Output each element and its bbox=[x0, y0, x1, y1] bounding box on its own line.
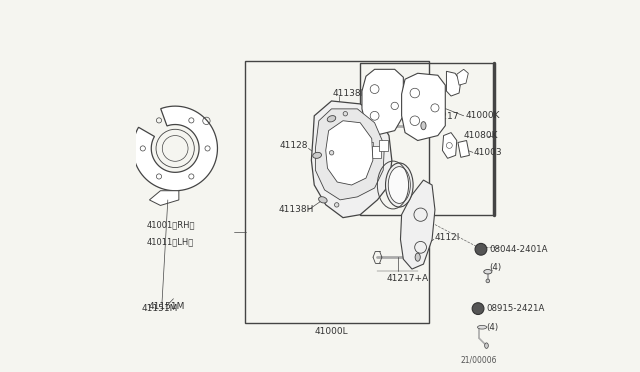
Polygon shape bbox=[402, 73, 445, 141]
Ellipse shape bbox=[415, 253, 420, 261]
Polygon shape bbox=[326, 121, 373, 185]
Polygon shape bbox=[379, 140, 388, 151]
Polygon shape bbox=[401, 180, 435, 269]
Text: B: B bbox=[478, 246, 484, 252]
Text: (4): (4) bbox=[489, 263, 501, 272]
Ellipse shape bbox=[484, 270, 492, 274]
Polygon shape bbox=[362, 69, 403, 135]
Text: 41011〈LH〉: 41011〈LH〉 bbox=[147, 237, 194, 246]
Ellipse shape bbox=[385, 163, 413, 207]
Polygon shape bbox=[457, 69, 468, 85]
Text: 41138H: 41138H bbox=[333, 89, 368, 97]
Ellipse shape bbox=[477, 326, 486, 329]
Ellipse shape bbox=[319, 197, 327, 203]
Text: M: M bbox=[476, 306, 481, 311]
Text: 41080K: 41080K bbox=[463, 131, 497, 140]
Text: 41138H: 41138H bbox=[278, 205, 314, 214]
Polygon shape bbox=[312, 101, 392, 218]
Polygon shape bbox=[149, 191, 179, 205]
Text: 41217+A: 41217+A bbox=[386, 275, 428, 283]
Text: 41000K: 41000K bbox=[465, 111, 500, 120]
Bar bbox=[245, 61, 429, 323]
Text: 08915-2421A: 08915-2421A bbox=[486, 304, 545, 313]
Text: 4112l: 4112l bbox=[435, 233, 460, 242]
Bar bbox=[360, 63, 493, 215]
Ellipse shape bbox=[343, 112, 348, 116]
Text: (4): (4) bbox=[486, 323, 499, 331]
Circle shape bbox=[475, 243, 487, 255]
Polygon shape bbox=[458, 141, 469, 157]
Polygon shape bbox=[364, 142, 374, 154]
Text: 41003: 41003 bbox=[474, 148, 502, 157]
Ellipse shape bbox=[330, 151, 334, 155]
Text: 41151M: 41151M bbox=[148, 302, 185, 311]
Circle shape bbox=[472, 303, 484, 314]
Ellipse shape bbox=[313, 153, 321, 158]
Polygon shape bbox=[125, 134, 133, 156]
Polygon shape bbox=[442, 132, 457, 158]
Ellipse shape bbox=[327, 116, 336, 122]
Polygon shape bbox=[316, 109, 385, 200]
Text: 41128: 41128 bbox=[280, 141, 308, 150]
Text: 41151M: 41151M bbox=[142, 304, 178, 313]
Polygon shape bbox=[447, 71, 461, 96]
Ellipse shape bbox=[421, 122, 426, 130]
Ellipse shape bbox=[388, 167, 410, 203]
Ellipse shape bbox=[484, 343, 488, 349]
Text: 41000L: 41000L bbox=[315, 327, 348, 336]
Text: 08044-2401A: 08044-2401A bbox=[489, 245, 547, 254]
Polygon shape bbox=[372, 147, 381, 158]
Ellipse shape bbox=[335, 203, 339, 207]
Polygon shape bbox=[133, 106, 218, 191]
Text: 41217: 41217 bbox=[430, 112, 459, 121]
Text: 41001〈RH〉: 41001〈RH〉 bbox=[147, 220, 195, 229]
Text: 21/00006: 21/00006 bbox=[461, 356, 497, 365]
Ellipse shape bbox=[486, 279, 490, 283]
